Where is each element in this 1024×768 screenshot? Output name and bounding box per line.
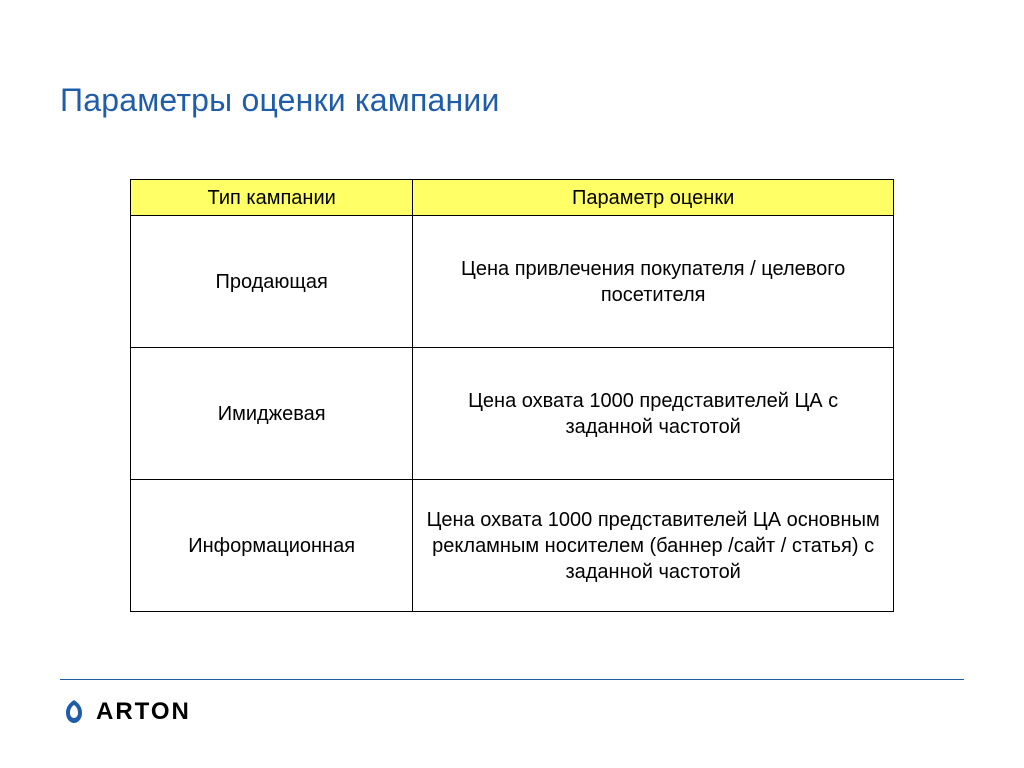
table-container: Тип кампании Параметр оценки Продающая Ц…	[130, 179, 894, 612]
logo-mark-icon	[60, 698, 88, 726]
table-row: Имиджевая Цена охвата 1000 представителе…	[131, 348, 894, 480]
parameters-table: Тип кампании Параметр оценки Продающая Ц…	[130, 179, 894, 612]
logo-text: ARTON	[96, 698, 191, 726]
slide-title: Параметры оценки кампании	[60, 82, 964, 119]
footer-divider	[60, 679, 964, 680]
logo-swirl-icon	[66, 700, 82, 723]
col-header-type: Тип кампании	[131, 180, 413, 216]
col-header-param: Параметр оценки	[413, 180, 894, 216]
cell-param: Цена привлечения покупателя / целевого п…	[413, 216, 894, 348]
cell-param: Цена охвата 1000 представителей ЦА основ…	[413, 480, 894, 612]
table-header-row: Тип кампании Параметр оценки	[131, 180, 894, 216]
cell-param: Цена охвата 1000 представителей ЦА с зад…	[413, 348, 894, 480]
cell-type: Информационная	[131, 480, 413, 612]
table-row: Продающая Цена привлечения покупателя / …	[131, 216, 894, 348]
cell-type: Продающая	[131, 216, 413, 348]
table-row: Информационная Цена охвата 1000 представ…	[131, 480, 894, 612]
cell-type: Имиджевая	[131, 348, 413, 480]
slide: Параметры оценки кампании Тип кампании П…	[0, 0, 1024, 768]
brand-logo: ARTON	[60, 698, 191, 726]
